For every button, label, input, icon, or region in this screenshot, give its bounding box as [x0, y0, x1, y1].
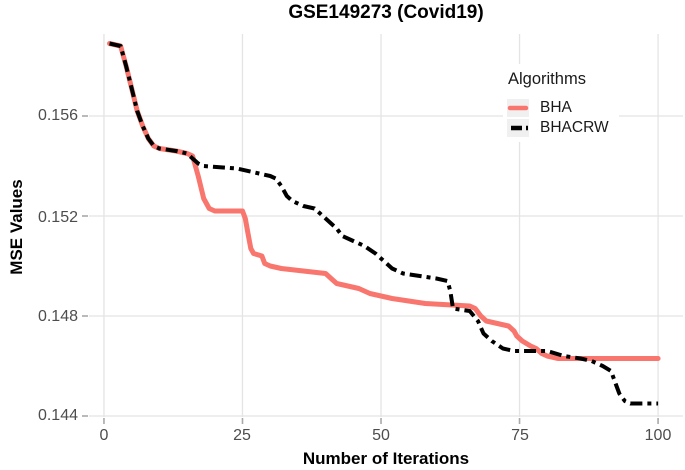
- legend-entry-bha: BHA: [507, 98, 609, 117]
- bha-line-sample-icon: [507, 105, 529, 110]
- y-axis-title: MSE Values: [7, 179, 26, 275]
- x-tick-label-50: 50: [372, 427, 390, 444]
- legend-label-bha: BHA: [540, 98, 572, 116]
- series-line-bhacrw: [109, 41, 659, 406]
- legend: Algorithms BHA BHACRW: [503, 64, 619, 142]
- y-tick-label-0144: 0.144: [37, 407, 78, 424]
- x-axis-title: Number of Iterations: [302, 449, 470, 468]
- x-tick-label-75: 75: [511, 427, 529, 444]
- y-tick-label-0156: 0.156: [37, 107, 78, 124]
- y-tick-label-0148: 0.148: [37, 308, 78, 325]
- legend-key-bha: [507, 98, 529, 117]
- x-tick-label-25: 25: [233, 427, 251, 444]
- x-tick-label-0: 0: [99, 427, 109, 444]
- legend-label-bhacrw: BHACRW: [540, 118, 609, 136]
- legend-key-bhacrw: [507, 118, 529, 137]
- legend-entry-bhacrw: BHACRW: [507, 118, 609, 137]
- y-tick-label-0152: 0.152: [37, 209, 78, 226]
- legend-title: Algorithms: [508, 70, 586, 88]
- x-tick-label-100: 100: [644, 427, 672, 444]
- bhacrw-dash-sample-icon: [511, 125, 528, 130]
- chart-title: GSE149273 (Covid19): [288, 2, 484, 23]
